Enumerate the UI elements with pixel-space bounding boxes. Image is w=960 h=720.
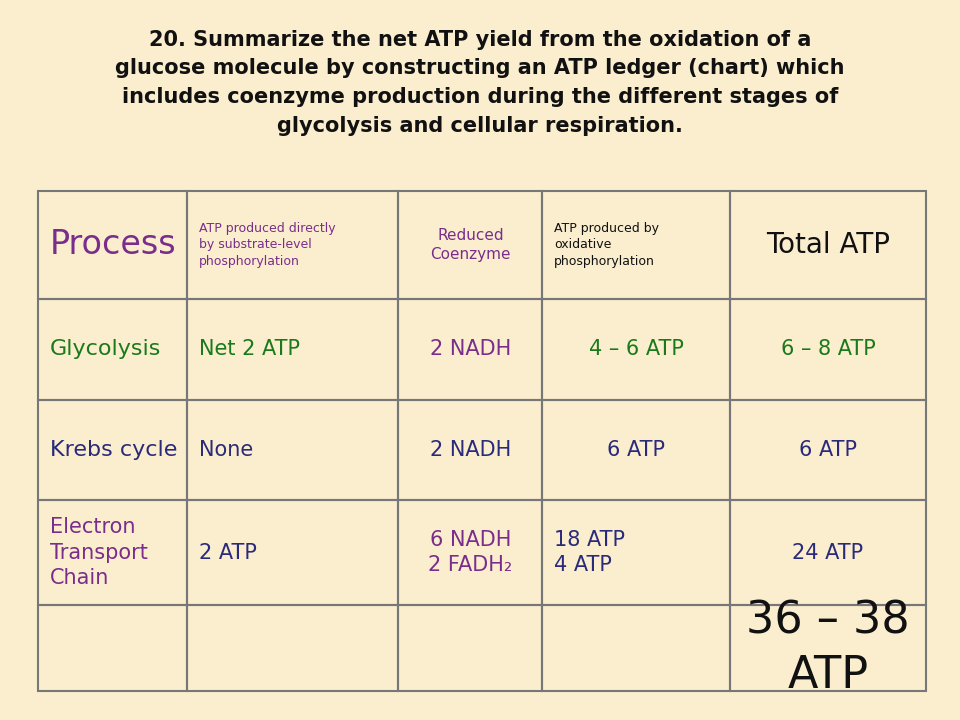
Text: 2 NADH: 2 NADH [430, 339, 511, 359]
Text: Process: Process [50, 228, 177, 261]
Text: 20. Summarize the net ATP yield from the oxidation of a
glucose molecule by cons: 20. Summarize the net ATP yield from the… [115, 30, 845, 136]
Bar [730, 191, 926, 299]
Text: Total ATP: Total ATP [766, 231, 890, 258]
Bar [38, 191, 187, 299]
Bar [730, 299, 926, 400]
Bar [730, 400, 926, 500]
Text: Electron
Transport
Chain: Electron Transport Chain [50, 517, 148, 588]
Bar [187, 400, 398, 500]
Text: 6 ATP: 6 ATP [607, 440, 665, 460]
Text: 6 NADH
2 FADH₂: 6 NADH 2 FADH₂ [428, 530, 513, 575]
Bar [38, 605, 187, 691]
Bar [38, 299, 187, 400]
Bar [187, 500, 398, 605]
Bar [542, 299, 730, 400]
Text: 2 NADH: 2 NADH [430, 440, 511, 460]
Text: 6 – 8 ATP: 6 – 8 ATP [780, 339, 876, 359]
Bar [730, 605, 926, 691]
Text: 6 ATP: 6 ATP [799, 440, 857, 460]
Bar [38, 400, 187, 500]
Text: 2 ATP: 2 ATP [199, 543, 256, 562]
Text: Reduced
Coenzyme: Reduced Coenzyme [430, 228, 511, 262]
Text: 4 – 6 ATP: 4 – 6 ATP [588, 339, 684, 359]
Text: Glycolysis: Glycolysis [50, 339, 161, 359]
Text: ATP produced by
oxidative
phosphorylation: ATP produced by oxidative phosphorylatio… [554, 222, 659, 268]
Bar [38, 500, 187, 605]
Bar [542, 400, 730, 500]
Text: 24 ATP: 24 ATP [792, 543, 864, 562]
Bar [187, 605, 398, 691]
Text: None: None [199, 440, 253, 460]
Bar [398, 400, 542, 500]
Bar [542, 500, 730, 605]
Bar [187, 299, 398, 400]
Bar [730, 500, 926, 605]
Bar [542, 605, 730, 691]
Text: ATP produced directly
by substrate-level
phosphorylation: ATP produced directly by substrate-level… [199, 222, 335, 268]
Bar [398, 191, 542, 299]
Text: 36 – 38
ATP: 36 – 38 ATP [746, 599, 910, 697]
Text: Krebs cycle: Krebs cycle [50, 440, 178, 460]
Bar [187, 191, 398, 299]
Bar [398, 605, 542, 691]
Bar [398, 299, 542, 400]
Bar [542, 191, 730, 299]
Bar [398, 500, 542, 605]
Text: 18 ATP
4 ATP: 18 ATP 4 ATP [554, 530, 625, 575]
Text: Net 2 ATP: Net 2 ATP [199, 339, 300, 359]
